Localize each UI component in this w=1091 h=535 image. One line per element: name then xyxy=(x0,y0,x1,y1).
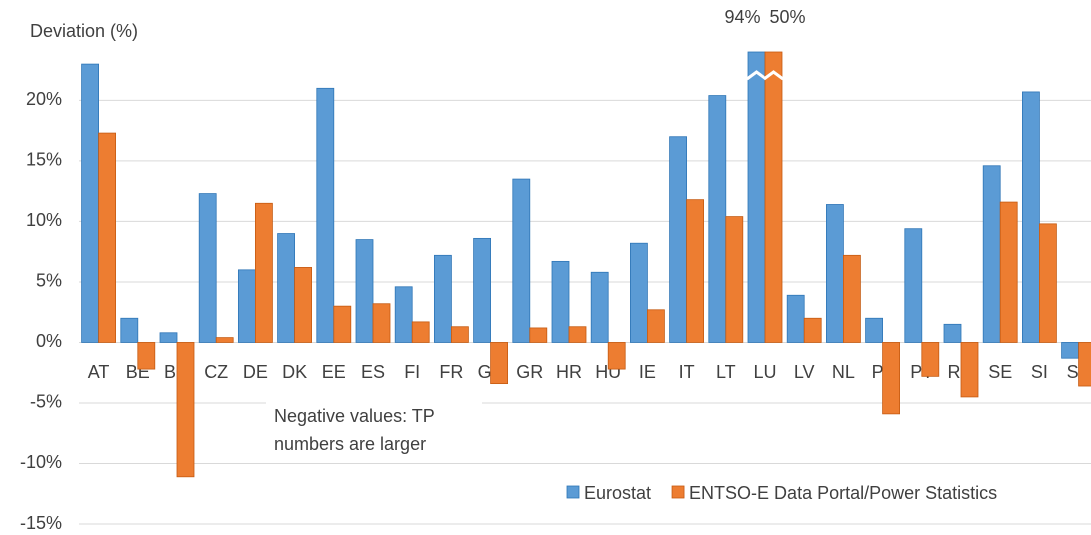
bar xyxy=(568,326,587,343)
legend-swatch xyxy=(566,485,580,499)
bar xyxy=(81,63,99,343)
bar xyxy=(1078,342,1091,387)
bar xyxy=(843,254,861,343)
axis-break xyxy=(746,70,767,81)
bar xyxy=(982,165,1001,343)
x-tick-label: DK xyxy=(282,362,307,382)
x-tick-label: FR xyxy=(439,362,463,382)
bar xyxy=(786,294,805,343)
bar xyxy=(551,260,570,343)
x-tick-label: DE xyxy=(243,362,268,382)
bar xyxy=(215,337,234,343)
bar xyxy=(630,242,648,343)
y-tick-label: -5% xyxy=(30,392,62,412)
bar xyxy=(198,193,217,343)
bar xyxy=(865,317,883,343)
bar xyxy=(355,239,374,343)
bar xyxy=(411,321,430,343)
y-axis-title: Deviation (%) xyxy=(30,21,138,41)
bar xyxy=(120,317,139,343)
bar xyxy=(316,87,335,343)
x-tick-label: SE xyxy=(988,362,1012,382)
bar xyxy=(254,202,273,343)
bar xyxy=(1061,342,1079,359)
x-tick-label: HR xyxy=(556,362,582,382)
x-tick-label: AT xyxy=(88,362,110,382)
y-tick-label: 0% xyxy=(36,331,62,351)
bar xyxy=(333,305,352,343)
legend-bg xyxy=(560,478,1091,510)
bar xyxy=(294,267,313,343)
x-tick-label: IT xyxy=(679,362,695,382)
bar xyxy=(137,342,156,370)
y-tick-label: -15% xyxy=(20,513,62,533)
bar xyxy=(590,271,609,343)
legend-label: Eurostat xyxy=(584,483,651,503)
bar xyxy=(708,95,727,343)
axis-break xyxy=(763,70,784,81)
bar xyxy=(1022,91,1040,343)
bar xyxy=(803,317,822,343)
bar xyxy=(372,303,391,343)
bar xyxy=(607,342,626,370)
bar xyxy=(725,216,744,343)
bar xyxy=(433,254,452,343)
x-tick-label: FI xyxy=(404,362,420,382)
bar xyxy=(999,201,1018,343)
x-tick-label: LV xyxy=(794,362,815,382)
x-tick-label: NL xyxy=(832,362,855,382)
y-tick-label: 20% xyxy=(26,89,62,109)
bar xyxy=(473,237,492,343)
bar xyxy=(647,309,665,343)
x-tick-label: EE xyxy=(322,362,346,382)
legend-label: ENTSO-E Data Portal/Power Statistics xyxy=(689,483,997,503)
legend-swatch xyxy=(671,485,685,499)
y-tick-label: 15% xyxy=(26,150,62,170)
x-tick-label: SI xyxy=(1031,362,1048,382)
bar xyxy=(686,199,704,343)
x-tick-label: IE xyxy=(639,362,656,382)
x-tick-label: CZ xyxy=(204,362,228,382)
bar xyxy=(669,136,687,343)
bar xyxy=(159,332,178,343)
bar xyxy=(176,342,195,478)
bar xyxy=(904,228,923,343)
y-tick-label: -10% xyxy=(20,452,62,472)
bar xyxy=(490,342,509,385)
x-tick-label: LT xyxy=(716,362,736,382)
bar xyxy=(943,323,962,343)
y-tick-label: 10% xyxy=(26,210,62,230)
bar xyxy=(882,342,900,415)
bar xyxy=(826,204,844,343)
annotation: Negative values: TP numbers are larger xyxy=(266,398,482,462)
bar xyxy=(747,51,766,343)
value-label: 50% xyxy=(769,7,805,27)
x-tick-label: ES xyxy=(361,362,385,382)
bar xyxy=(1039,223,1057,343)
x-tick-label: GR xyxy=(516,362,543,382)
bar xyxy=(529,327,548,343)
bar xyxy=(921,342,940,377)
bar xyxy=(512,178,531,343)
bar xyxy=(450,326,469,343)
y-tick-label: 5% xyxy=(36,271,62,291)
x-tick-label: LU xyxy=(753,362,776,382)
bar xyxy=(764,51,783,343)
bar xyxy=(98,132,116,343)
value-label: 94% xyxy=(724,7,760,27)
bar xyxy=(237,269,256,343)
bar xyxy=(960,342,979,398)
bar xyxy=(277,233,296,343)
bar xyxy=(394,286,413,343)
